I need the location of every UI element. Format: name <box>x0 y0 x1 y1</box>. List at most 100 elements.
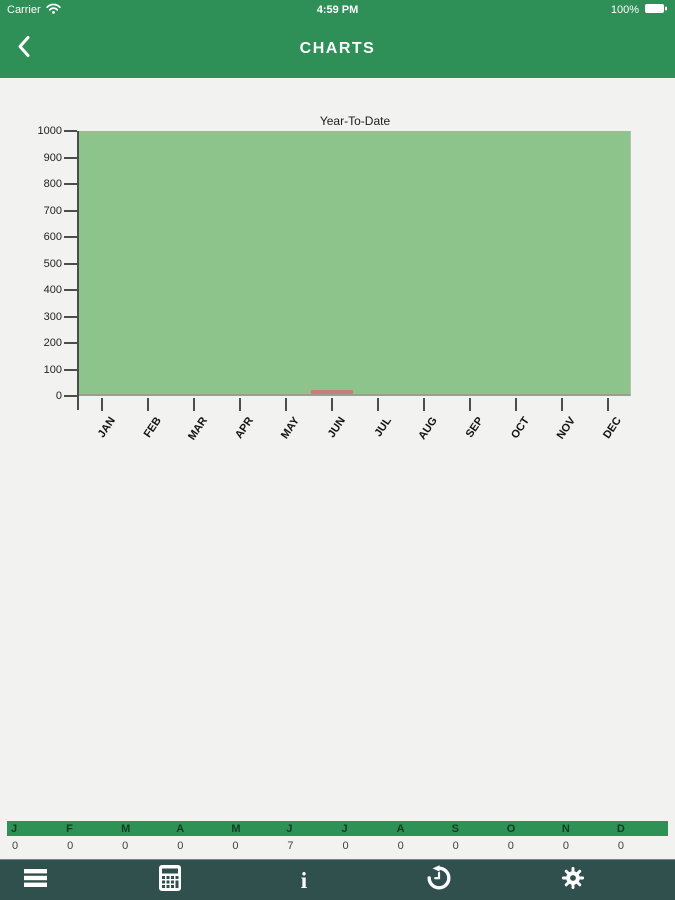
month-value-cell: 0 <box>12 840 19 852</box>
y-axis-tick <box>64 395 77 397</box>
x-axis-tick <box>239 398 241 411</box>
y-axis-label: 300 <box>43 310 62 323</box>
x-axis-tick <box>377 398 379 411</box>
x-axis-label: NOV <box>554 415 578 442</box>
month-value-cell: 0 <box>617 840 625 852</box>
month-value-cell: 0 <box>452 840 459 852</box>
month-header-cell: O <box>506 822 516 835</box>
y-axis-tick <box>64 156 77 159</box>
y-axis-tick <box>64 236 77 238</box>
y-axis-tick <box>64 183 77 185</box>
x-axis-label: JAN <box>95 415 118 440</box>
info-button[interactable]: i <box>284 860 324 900</box>
month-value-cell: 0 <box>232 840 239 852</box>
month-header-cell: N <box>561 822 570 835</box>
bottom-toolbar: i <box>0 859 675 900</box>
battery-icon <box>644 3 668 17</box>
chart-title: Year-To-Date <box>319 114 391 128</box>
x-axis-tick <box>193 398 195 411</box>
x-axis-label: JUN <box>325 415 348 440</box>
chart-bar-jun <box>311 390 353 394</box>
x-axis-tick <box>101 398 103 411</box>
y-axis-label: 100 <box>43 363 62 376</box>
y-axis-tick <box>64 130 77 132</box>
month-header-cell: J <box>11 822 18 835</box>
history-button[interactable] <box>419 860 459 900</box>
page-title: CHARTS <box>299 40 376 57</box>
y-axis-tick <box>64 209 77 212</box>
month-value-cell: 0 <box>342 840 349 852</box>
y-axis-label: 800 <box>43 178 62 190</box>
x-axis-label: MAY <box>278 415 302 442</box>
x-axis-tick <box>147 398 149 411</box>
month-header-cell: S <box>451 822 459 835</box>
y-axis-label: 900 <box>43 151 62 164</box>
x-axis-tick <box>561 398 563 411</box>
month-table-values: 0 0 0 0 0 7 0 0 0 0 0 0 <box>7 836 668 856</box>
y-axis-line <box>77 131 79 410</box>
x-axis-tick <box>285 398 287 411</box>
x-axis-label: DEC <box>601 415 624 441</box>
y-axis-label: 0 <box>55 390 62 402</box>
x-axis-tick <box>515 398 517 411</box>
calculator-icon <box>158 864 181 896</box>
y-axis-label: 1000 <box>37 125 62 137</box>
x-axis-label: FEB <box>141 415 164 440</box>
nav-bar: CHARTS <box>0 20 675 78</box>
month-value-cell: 7 <box>287 840 294 852</box>
month-header-cell: J <box>341 822 348 835</box>
x-axis-label: APR <box>233 415 256 441</box>
y-axis-label: 500 <box>43 257 62 270</box>
month-header-cell: A <box>396 822 405 835</box>
y-axis-label: 200 <box>43 337 62 349</box>
x-axis-tick <box>331 398 333 411</box>
month-value-cell: 0 <box>67 840 74 852</box>
x-axis-label: SEP <box>463 415 486 440</box>
month-value-cell: 0 <box>122 840 129 852</box>
x-axis-tick <box>607 398 609 411</box>
y-axis-tick <box>64 289 77 291</box>
month-value-cell: 0 <box>177 840 184 852</box>
x-axis-label: JUL <box>372 415 394 439</box>
back-button[interactable] <box>4 20 44 78</box>
month-value-cell: 0 <box>562 840 569 852</box>
wifi-icon <box>45 3 61 17</box>
settings-button[interactable] <box>553 860 593 900</box>
month-header-cell: M <box>121 822 131 835</box>
x-axis-tick <box>423 398 425 411</box>
chevron-left-icon <box>17 35 31 63</box>
info-icon: i <box>300 867 308 893</box>
month-value-cell: 0 <box>397 840 404 852</box>
menu-icon <box>23 868 47 892</box>
y-axis-tick <box>64 342 77 344</box>
month-header-cell: M <box>231 822 241 835</box>
x-axis-label: OCT <box>509 415 532 441</box>
carrier-label: Carrier <box>7 4 41 16</box>
month-header-cell: J <box>286 822 293 835</box>
status-bar: Carrier 4:59 PM 100% <box>0 0 675 20</box>
gear-icon <box>561 866 585 895</box>
y-axis-label: 400 <box>43 284 62 296</box>
month-header-cell: F <box>66 822 73 835</box>
status-right: 100% <box>518 3 668 17</box>
y-axis-tick <box>64 262 77 265</box>
calculator-button[interactable] <box>150 860 190 900</box>
month-header-cell: D <box>616 822 625 835</box>
month-value-cell: 0 <box>507 840 514 852</box>
status-left: Carrier <box>7 3 157 17</box>
clock-label: 4:59 PM <box>316 4 359 16</box>
battery-percent-label: 100% <box>610 4 639 16</box>
x-axis-label: AUG <box>416 415 440 442</box>
y-axis-label: 600 <box>43 231 62 243</box>
x-axis-label: MAR <box>185 415 210 443</box>
x-axis-tick <box>469 398 471 411</box>
y-axis-tick <box>64 368 77 371</box>
month-header-cell: A <box>176 822 185 835</box>
y-axis-label: 700 <box>43 204 62 217</box>
history-icon <box>426 864 452 896</box>
menu-button[interactable] <box>15 860 55 900</box>
y-axis-tick <box>64 315 77 318</box>
